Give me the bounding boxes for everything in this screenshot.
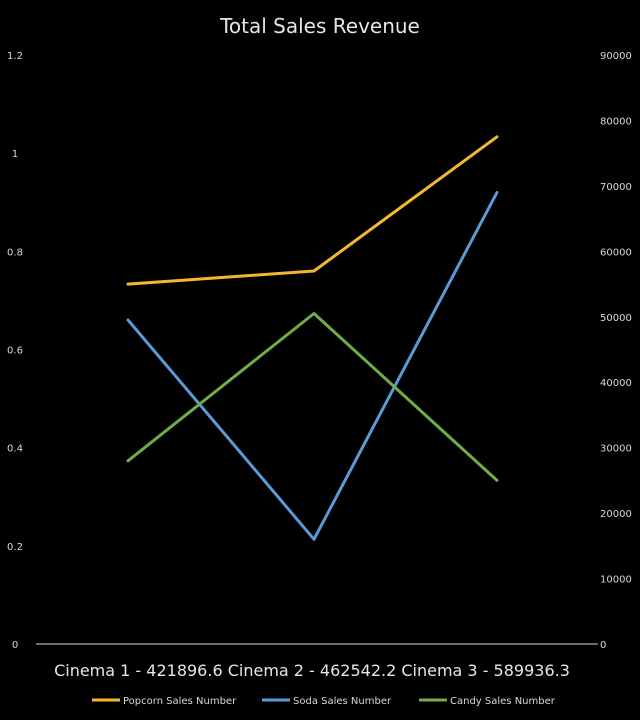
left-tick-label: 0.6 bbox=[7, 346, 23, 357]
right-tick-label: 20000 bbox=[600, 509, 632, 520]
legend-label: Soda Sales Number bbox=[293, 696, 392, 707]
chart-title: Total Sales Revenue bbox=[219, 14, 420, 38]
left-tick-label: 0.8 bbox=[7, 247, 23, 258]
series-lines bbox=[126, 135, 499, 541]
left-tick-label: 1 bbox=[12, 149, 18, 160]
legend: Popcorn Sales Number Soda Sales Number Can… bbox=[92, 696, 556, 707]
right-tick-label: 90000 bbox=[600, 51, 632, 62]
series-line-3 bbox=[126, 312, 499, 482]
left-tick-label: 1.2 bbox=[7, 51, 23, 62]
series-line-1 bbox=[126, 135, 499, 286]
legend-item: Soda Sales Number bbox=[262, 696, 392, 707]
right-tick-label: 70000 bbox=[600, 182, 632, 193]
left-tick-label: 0 bbox=[12, 640, 18, 651]
right-tick-label: 50000 bbox=[600, 313, 632, 324]
legend-item: Popcorn Sales Number bbox=[92, 696, 237, 707]
left-axis-ticks: 0 0.2 0.4 0.6 0.8 1 1.2 bbox=[7, 51, 23, 651]
right-tick-label: 80000 bbox=[600, 116, 632, 127]
right-tick-label: 0 bbox=[600, 640, 606, 651]
series-line-2 bbox=[126, 190, 499, 541]
legend-label: Candy Sales Number bbox=[450, 696, 556, 707]
category-label: Cinema 1 - 421896.6 bbox=[54, 661, 223, 680]
right-tick-label: 60000 bbox=[600, 247, 632, 258]
legend-item: Candy Sales Number bbox=[419, 696, 556, 707]
category-label: Cinema 2 - 462542.2 bbox=[223, 661, 397, 680]
left-tick-label: 0.2 bbox=[7, 542, 23, 553]
right-tick-label: 30000 bbox=[600, 444, 632, 455]
category-label: Cinema 3 - 589936.3 bbox=[396, 661, 570, 680]
legend-label: Popcorn Sales Number bbox=[123, 696, 237, 707]
right-tick-label: 10000 bbox=[600, 575, 632, 586]
right-axis-ticks: 0 10000 20000 30000 40000 50000 60000 70000 8000… bbox=[600, 51, 632, 651]
category-labels: Cinema 1 - 421896.6 Cinema 2 - 462542.2 … bbox=[54, 661, 570, 680]
category-label-row: Cinema 1 - 421896.6 Cinema 2 - 462542.2 … bbox=[54, 661, 570, 680]
right-tick-label: 40000 bbox=[600, 378, 632, 389]
left-tick-label: 0.4 bbox=[7, 444, 23, 455]
